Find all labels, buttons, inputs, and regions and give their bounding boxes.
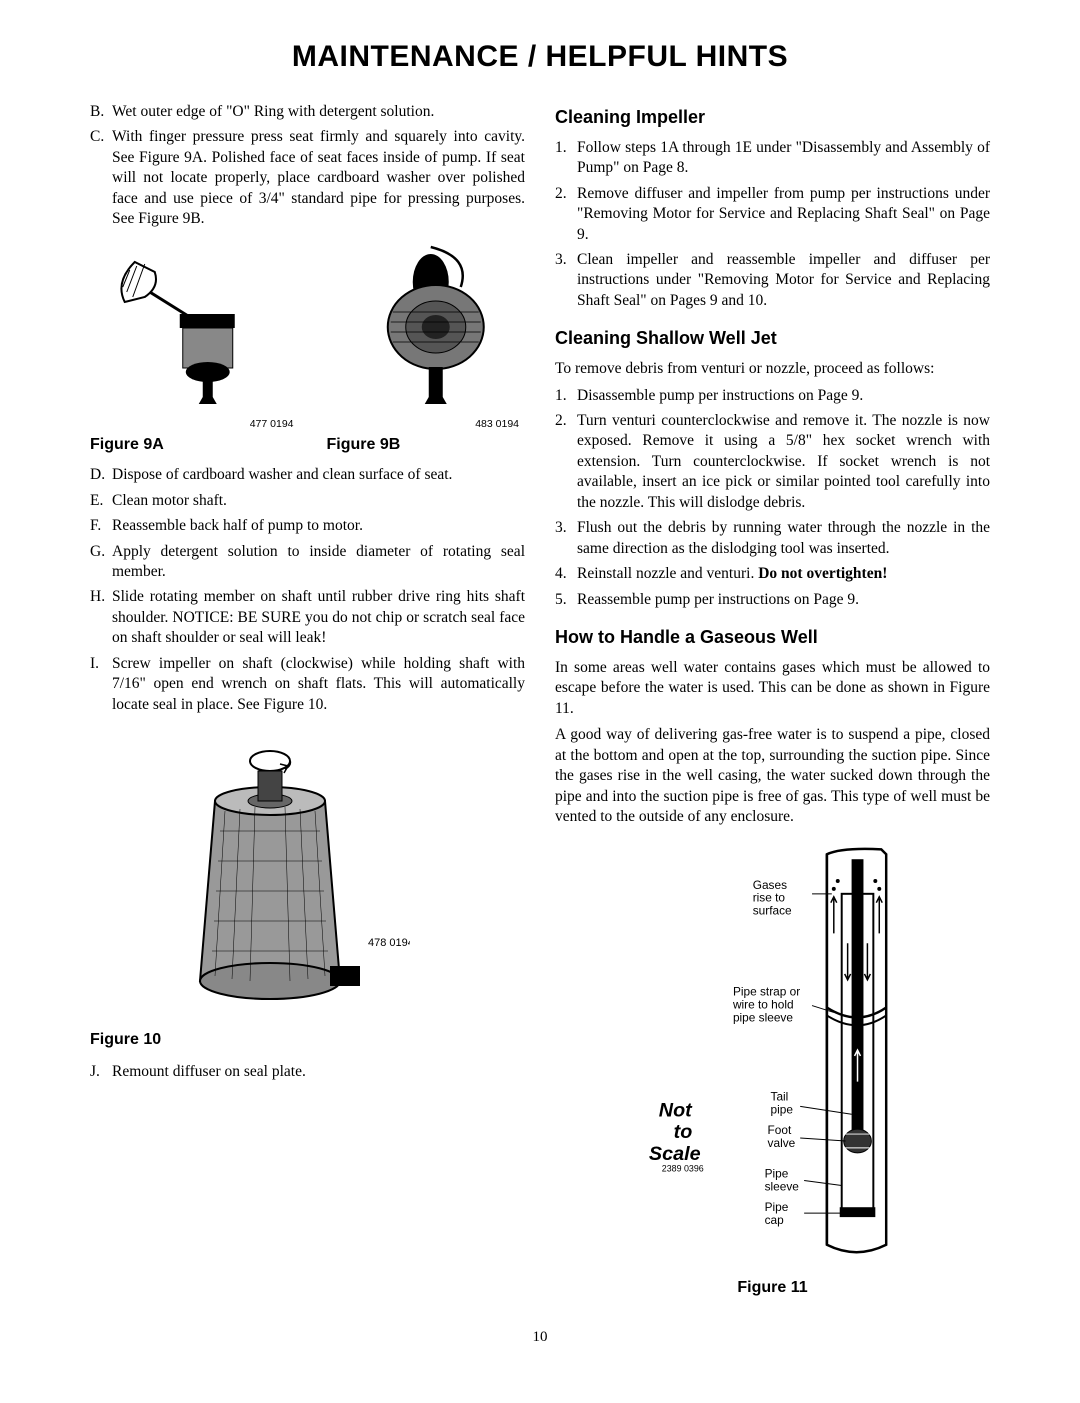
list-item: F.Reassemble back half of pump to motor. bbox=[90, 516, 525, 536]
fig11-label-gases3: surface bbox=[753, 904, 792, 918]
list-item: 1.Disassemble pump per instructions on P… bbox=[555, 386, 990, 406]
figure-11-caption: Figure 11 bbox=[555, 1277, 990, 1298]
figure-10-box: 478 0194 Figure 10 bbox=[90, 731, 525, 1050]
marker: J. bbox=[90, 1062, 112, 1082]
list-item: 4. Reinstall nozzle and venturi. Do not … bbox=[555, 564, 990, 584]
figure-11-box: Gases rise to surface Pipe strap or wire… bbox=[555, 837, 990, 1298]
fig11-label-sleeve2: sleeve bbox=[765, 1180, 800, 1194]
section-heading-impeller: Cleaning Impeller bbox=[555, 106, 990, 130]
text: Follow steps 1A through 1E under "Disass… bbox=[577, 138, 990, 179]
list-mid: D.Dispose of cardboard washer and clean … bbox=[90, 465, 525, 715]
figure-9b-icon bbox=[316, 242, 526, 412]
right-column: Cleaning Impeller 1.Follow steps 1A thro… bbox=[555, 102, 990, 1299]
text: Reinstall nozzle and venturi. Do not ove… bbox=[577, 564, 990, 584]
text: With finger pressure press seat firmly a… bbox=[112, 127, 525, 229]
list-item: J.Remount diffuser on seal plate. bbox=[90, 1062, 525, 1082]
section-heading-shallow-well: Cleaning Shallow Well Jet bbox=[555, 327, 990, 351]
marker: 1. bbox=[555, 386, 577, 406]
text: Clean motor shaft. bbox=[112, 491, 525, 511]
text: Disassemble pump per instructions on Pag… bbox=[577, 386, 990, 406]
figure-10-caption: Figure 10 bbox=[90, 1029, 525, 1050]
fig11-label-foot2: valve bbox=[768, 1136, 796, 1150]
sec2-intro: To remove debris from venturi or nozzle,… bbox=[555, 359, 990, 379]
marker: H. bbox=[90, 587, 112, 648]
sec2-list: 1.Disassemble pump per instructions on P… bbox=[555, 386, 990, 611]
list-item: 3.Clean impeller and reassemble impeller… bbox=[555, 250, 990, 311]
marker: G. bbox=[90, 542, 112, 583]
text: Wet outer edge of "O" Ring with detergen… bbox=[112, 102, 525, 122]
text: Reassemble back half of pump to motor. bbox=[112, 516, 525, 536]
figure-number: 483 0194 bbox=[316, 418, 526, 432]
list-item: 1.Follow steps 1A through 1E under "Disa… bbox=[555, 138, 990, 179]
text: Apply detergent solution to inside diame… bbox=[112, 542, 525, 583]
text: Clean impeller and reassemble impeller a… bbox=[577, 250, 990, 311]
list-item: H.Slide rotating member on shaft until r… bbox=[90, 587, 525, 648]
bold-text: Do not overtighten! bbox=[758, 565, 887, 582]
marker: C. bbox=[90, 127, 112, 229]
list-item: E.Clean motor shaft. bbox=[90, 491, 525, 511]
not-to-scale-text: Scale bbox=[649, 1143, 701, 1165]
fig11-label-cap2: cap bbox=[765, 1214, 785, 1228]
sec3-p1: In some areas well water contains gases … bbox=[555, 658, 990, 719]
text: Slide rotating member on shaft until rub… bbox=[112, 587, 525, 648]
figure-9-box: 477 0194 483 0194 bbox=[90, 242, 525, 455]
marker: I. bbox=[90, 654, 112, 715]
figure-number: 478 0194 bbox=[368, 937, 410, 949]
figure-9a: 477 0194 bbox=[90, 242, 300, 432]
figure-11-icon: Gases rise to surface Pipe strap or wire… bbox=[555, 837, 990, 1267]
marker: B. bbox=[90, 102, 112, 122]
text: Screw impeller on shaft (clockwise) whil… bbox=[112, 654, 525, 715]
left-column: B. Wet outer edge of "O" Ring with deter… bbox=[90, 102, 525, 1299]
two-column-layout: B. Wet outer edge of "O" Ring with deter… bbox=[90, 102, 990, 1299]
list-item: I.Screw impeller on shaft (clockwise) wh… bbox=[90, 654, 525, 715]
list-top: B. Wet outer edge of "O" Ring with deter… bbox=[90, 102, 525, 230]
figure-9b: 483 0194 bbox=[316, 242, 526, 432]
figure-number: 2389 0396 bbox=[662, 1164, 704, 1174]
marker: D. bbox=[90, 465, 112, 485]
text: Reassemble pump per instructions on Page… bbox=[577, 590, 990, 610]
fig11-label-tail2: pipe bbox=[771, 1103, 794, 1117]
figure-9a-caption: Figure 9A bbox=[90, 434, 289, 455]
marker: F. bbox=[90, 516, 112, 536]
text: Remount diffuser on seal plate. bbox=[112, 1062, 525, 1082]
marker: E. bbox=[90, 491, 112, 511]
figure-9b-caption: Figure 9B bbox=[305, 434, 526, 455]
list-item: D.Dispose of cardboard washer and clean … bbox=[90, 465, 525, 485]
page-number: 10 bbox=[90, 1329, 990, 1346]
marker: 3. bbox=[555, 250, 577, 311]
list-item: G.Apply detergent solution to inside dia… bbox=[90, 542, 525, 583]
text: Dispose of cardboard washer and clean su… bbox=[112, 465, 525, 485]
figure-number: 477 0194 bbox=[90, 418, 300, 432]
figure-9a-icon bbox=[90, 242, 300, 412]
marker: 5. bbox=[555, 590, 577, 610]
fig11-label-strap3: pipe sleeve bbox=[733, 1011, 793, 1025]
list-item: 2.Turn venturi counterclockwise and remo… bbox=[555, 411, 990, 513]
text: Turn venturi counterclockwise and remove… bbox=[577, 411, 990, 513]
list-item: 5.Reassemble pump per instructions on Pa… bbox=[555, 590, 990, 610]
list-bottom: J.Remount diffuser on seal plate. bbox=[90, 1062, 525, 1082]
marker: 3. bbox=[555, 518, 577, 559]
marker: 2. bbox=[555, 411, 577, 513]
text: Flush out the debris by running water th… bbox=[577, 518, 990, 559]
figure-10-icon: 478 0194 bbox=[130, 731, 410, 1021]
text: Remove diffuser and impeller from pump p… bbox=[577, 184, 990, 245]
not-to-scale-text: Not bbox=[659, 1100, 693, 1122]
list-item: 3.Flush out the debris by running water … bbox=[555, 518, 990, 559]
list-item: B. Wet outer edge of "O" Ring with deter… bbox=[90, 102, 525, 122]
list-item: 2.Remove diffuser and impeller from pump… bbox=[555, 184, 990, 245]
text-pre: Reinstall nozzle and venturi. bbox=[577, 565, 758, 582]
list-item: C. With finger pressure press seat firml… bbox=[90, 127, 525, 229]
sec1-list: 1.Follow steps 1A through 1E under "Disa… bbox=[555, 138, 990, 312]
marker: 1. bbox=[555, 138, 577, 179]
not-to-scale-text: to bbox=[674, 1121, 693, 1143]
section-heading-gaseous-well: How to Handle a Gaseous Well bbox=[555, 626, 990, 650]
sec3-p2: A good way of delivering gas-free water … bbox=[555, 725, 990, 827]
marker: 4. bbox=[555, 564, 577, 584]
page-title: MAINTENANCE / HELPFUL HINTS bbox=[90, 40, 990, 74]
marker: 2. bbox=[555, 184, 577, 245]
